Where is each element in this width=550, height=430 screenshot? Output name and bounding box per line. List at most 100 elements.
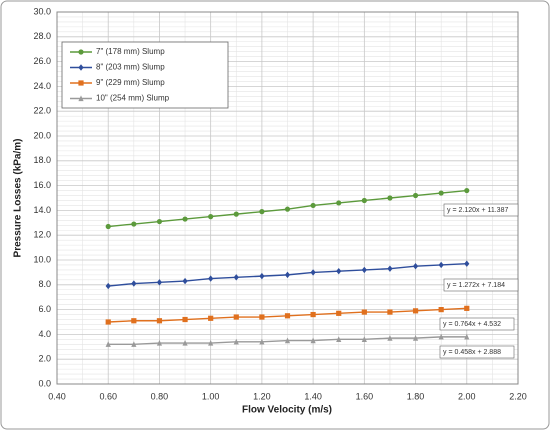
point <box>259 209 265 215</box>
point <box>156 279 163 286</box>
point <box>387 265 393 272</box>
point <box>105 223 111 230</box>
y-tick-label: 12.0 <box>33 230 51 240</box>
x-tick-label: 1.00 <box>202 391 220 401</box>
legend-marker <box>78 49 84 55</box>
y-tick-label: 16.0 <box>33 180 51 190</box>
legend-label: 10" (254 mm) Slump <box>96 94 170 103</box>
point <box>233 274 239 281</box>
point <box>361 309 367 315</box>
point <box>284 206 291 212</box>
point <box>156 318 163 324</box>
point <box>233 314 239 320</box>
point <box>464 260 470 267</box>
point <box>131 341 137 347</box>
point <box>438 333 444 340</box>
y-tick-label: 18.0 <box>33 155 51 165</box>
y-tick-label: 30.0 <box>33 6 51 16</box>
point <box>464 305 470 311</box>
point <box>464 333 470 340</box>
point <box>412 308 419 314</box>
point <box>412 335 419 341</box>
annotation-box <box>443 203 519 217</box>
point <box>387 309 393 315</box>
x-tick-label: 2.00 <box>458 391 476 401</box>
x-tick-label: 1.60 <box>356 391 374 401</box>
point <box>387 335 393 341</box>
annotation: y = 0.458x + 2.888 <box>443 349 501 356</box>
point <box>208 315 214 321</box>
point <box>336 310 342 316</box>
annotation-box <box>439 317 515 331</box>
point <box>438 307 444 313</box>
y-tick-label: 14.0 <box>33 205 51 215</box>
point <box>259 272 265 280</box>
legend-label: 9" (229 mm) Slump <box>96 78 165 87</box>
point <box>361 266 367 274</box>
legend-box <box>61 41 229 109</box>
point <box>182 339 188 346</box>
point <box>310 311 316 318</box>
point <box>336 200 342 206</box>
y-tick-label: 10.0 <box>33 254 51 264</box>
point <box>182 316 188 323</box>
y-tick-label: 6.0 <box>38 304 51 314</box>
x-tick-label: 1.40 <box>304 391 322 401</box>
point <box>387 195 393 201</box>
point <box>208 339 214 346</box>
y-tick-label: 0.0 <box>38 378 51 388</box>
point <box>412 192 419 199</box>
x-tick-label: 1.80 <box>407 391 425 401</box>
y-tick-label: 20.0 <box>33 130 51 140</box>
point <box>284 337 291 344</box>
y-tick-label: 24.0 <box>33 81 51 91</box>
point <box>310 269 316 276</box>
point <box>438 261 444 269</box>
point <box>233 211 239 217</box>
y-axis-title: Pressure Losses (kPa/m) <box>13 139 24 258</box>
point <box>284 313 291 319</box>
x-tick-label: 0.60 <box>99 391 117 401</box>
x-tick-label: 0.80 <box>151 391 169 401</box>
annotation: y = 0.764x + 4.532 <box>443 321 501 328</box>
y-tick-label: 28.0 <box>33 31 51 41</box>
point <box>105 282 111 290</box>
point <box>361 197 367 204</box>
point <box>208 214 214 220</box>
point <box>336 267 342 275</box>
point <box>259 314 265 320</box>
y-tick-label: 22.0 <box>33 106 51 116</box>
point <box>310 337 316 344</box>
point <box>464 187 470 194</box>
point <box>182 277 188 285</box>
annotation: y = 1.272x + 7.184 <box>447 282 505 289</box>
point <box>259 338 265 345</box>
point <box>105 319 111 325</box>
point <box>156 218 163 225</box>
legend-label: 7" (178 mm) Slump <box>96 47 165 56</box>
point <box>233 338 239 345</box>
y-tick-label: 26.0 <box>33 56 51 66</box>
point <box>182 216 188 222</box>
legend-marker <box>78 80 84 86</box>
x-axis-title: Flow Velocity (m/s) <box>242 405 332 416</box>
legend-marker <box>78 64 84 71</box>
point <box>361 336 367 342</box>
point <box>131 318 137 324</box>
y-tick-label: 2.0 <box>38 354 51 364</box>
x-tick-label: 0.40 <box>48 391 66 401</box>
point <box>310 202 316 209</box>
annotation: y = 2.120x + 11.387 <box>447 207 508 214</box>
point <box>412 263 419 270</box>
annotation-box <box>443 278 519 292</box>
point <box>156 339 163 346</box>
point <box>131 280 137 287</box>
point <box>208 275 214 282</box>
point <box>105 341 111 347</box>
y-tick-label: 8.0 <box>38 279 51 289</box>
legend-label: 8" (203 mm) Slump <box>96 63 165 72</box>
plot-area <box>56 11 519 385</box>
legend-marker <box>78 95 84 102</box>
point <box>438 190 444 196</box>
